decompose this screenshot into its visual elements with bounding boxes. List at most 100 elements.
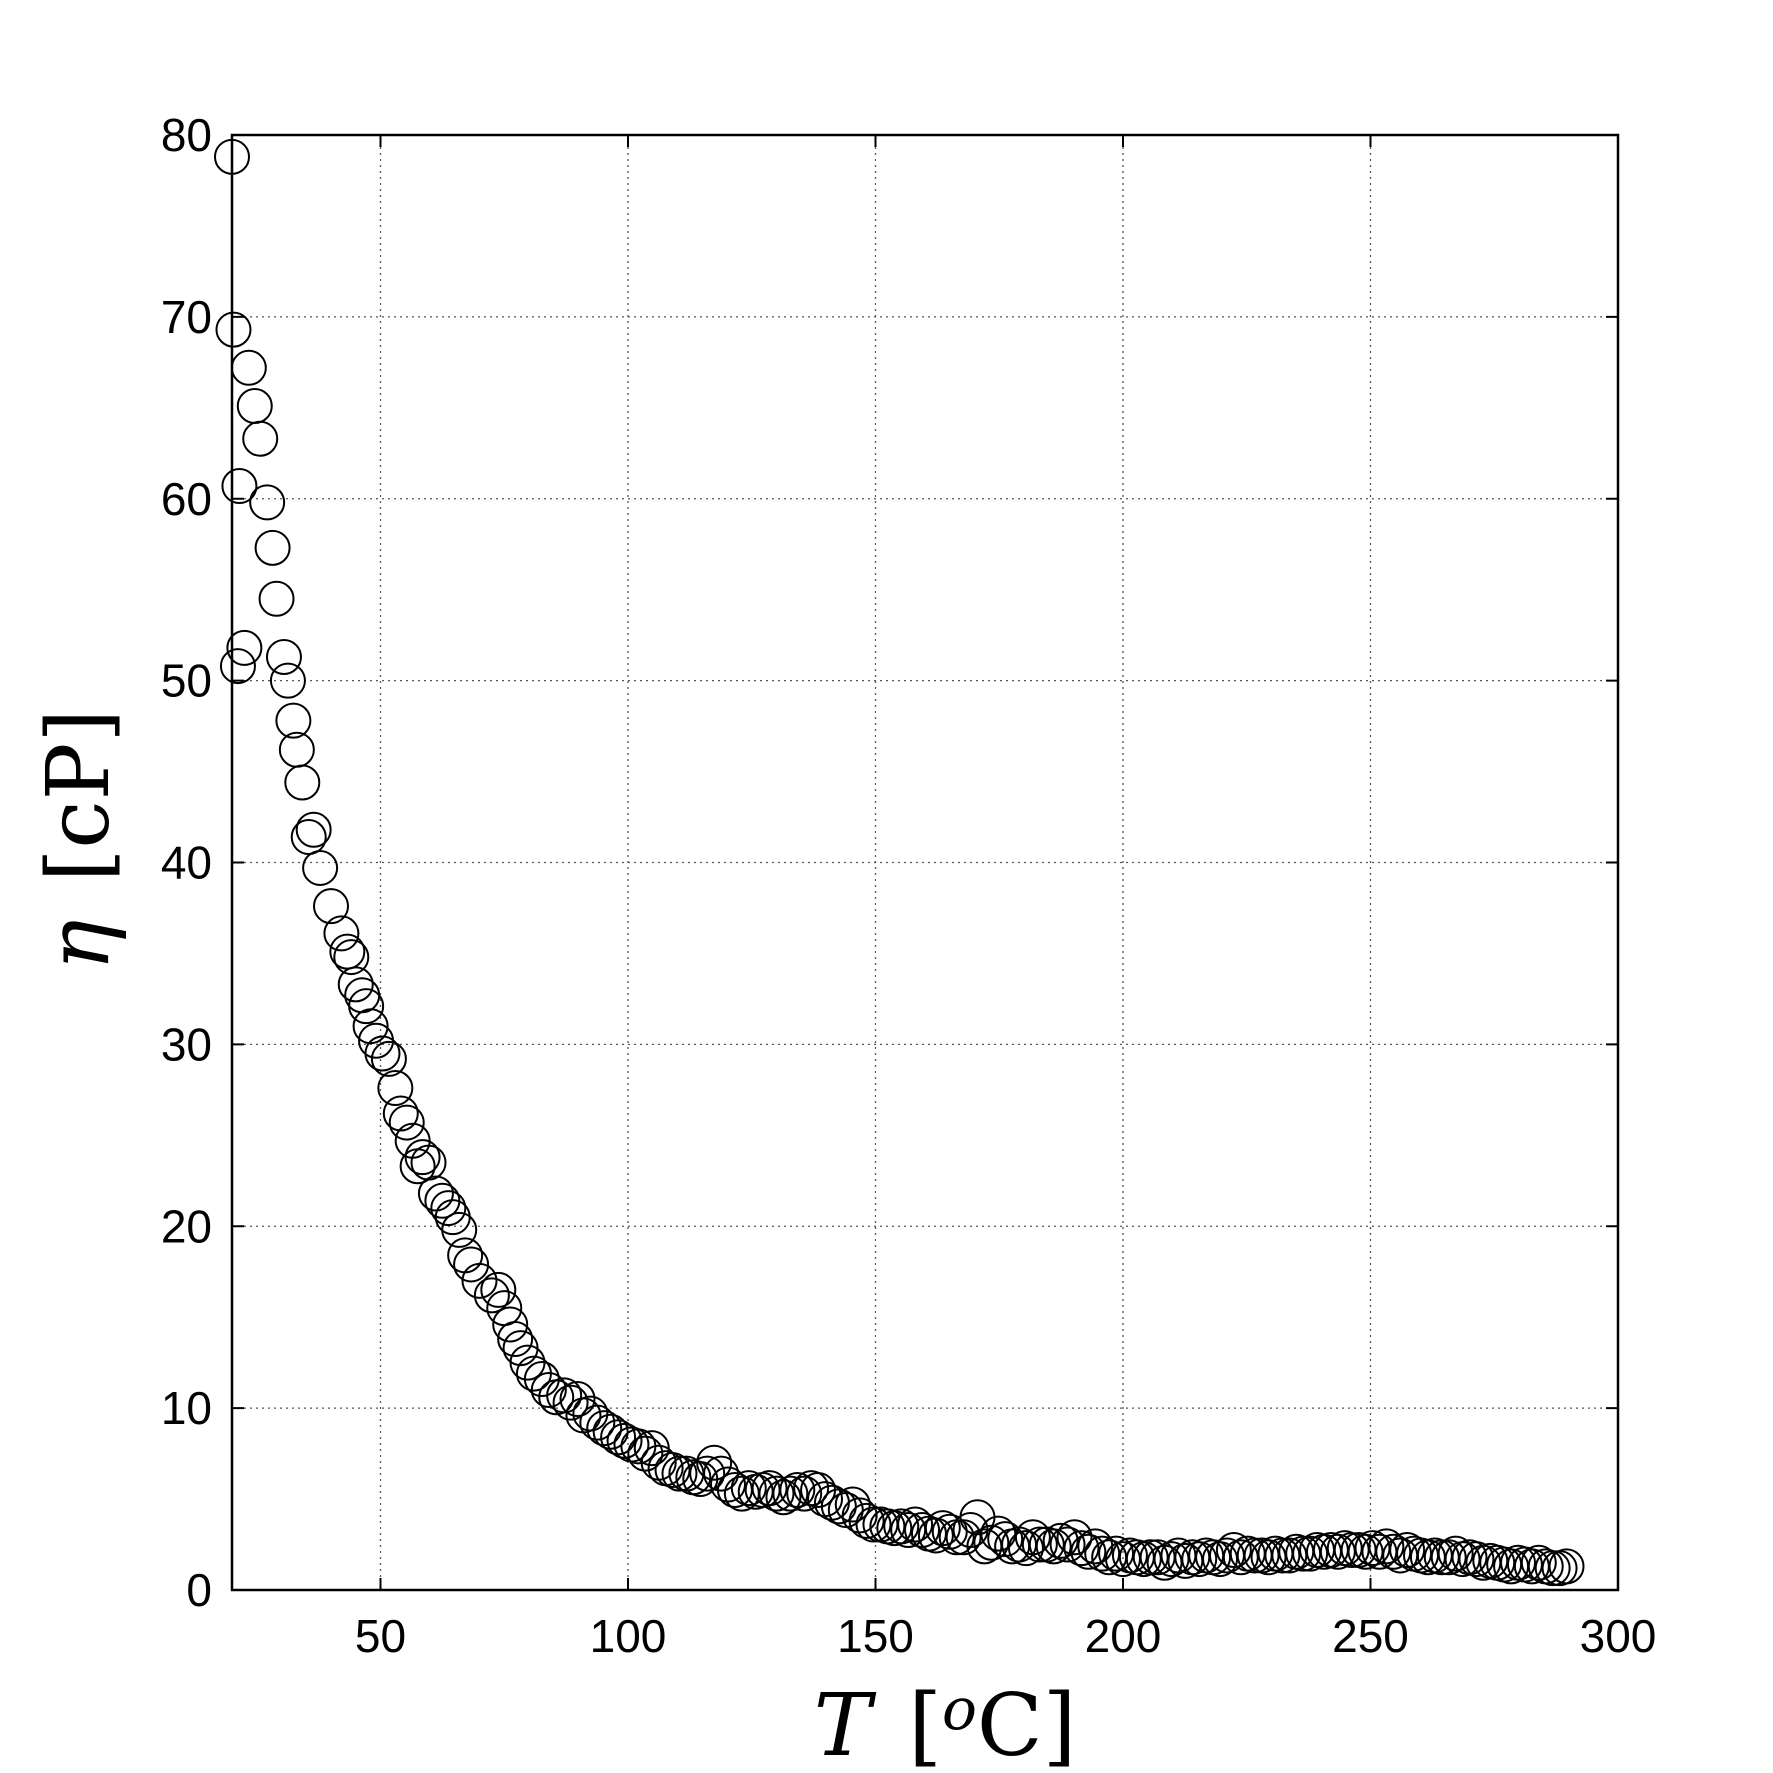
data-point	[453, 1246, 490, 1283]
data-point	[654, 1451, 691, 1488]
x-tick-label: 50	[355, 1610, 406, 1662]
y-tick-label: 10	[161, 1382, 212, 1434]
data-point	[987, 1521, 1024, 1558]
data-point	[258, 580, 295, 617]
x-axis-label: T [oC]	[814, 1675, 1077, 1773]
data-point	[848, 1502, 885, 1539]
y-tick-label: 20	[161, 1200, 212, 1252]
data-point	[348, 988, 385, 1025]
data-point	[295, 811, 332, 848]
y-tick-label: 60	[161, 473, 212, 525]
data-point	[269, 662, 306, 699]
data-point	[302, 849, 339, 886]
data-point	[410, 1144, 447, 1181]
data-point	[530, 1371, 567, 1408]
data-point	[284, 764, 321, 801]
data-point	[855, 1506, 892, 1543]
data-point	[1430, 1539, 1467, 1576]
tick-labels: 50 100 150 200 250 300 0 10 20 30 40 50 60 70 80	[161, 109, 1657, 1662]
x-tick-label: 250	[1332, 1610, 1409, 1662]
y-tick-label: 0	[186, 1564, 212, 1616]
data-point	[242, 420, 279, 457]
data-point	[388, 1104, 425, 1141]
data-point	[337, 966, 374, 1003]
y-tick-label: 40	[161, 837, 212, 889]
data-point	[627, 1435, 664, 1472]
data-point	[1202, 1541, 1239, 1578]
data-point	[1458, 1541, 1495, 1578]
data-point	[492, 1306, 529, 1343]
data-point	[219, 648, 256, 685]
data-point	[333, 939, 370, 976]
data-point	[1368, 1528, 1405, 1565]
data-point	[1098, 1535, 1135, 1572]
data-point	[1132, 1539, 1169, 1576]
data-point	[461, 1262, 498, 1299]
data-point	[820, 1488, 857, 1525]
data-point	[221, 468, 258, 505]
data-point	[417, 1175, 454, 1212]
data-point	[779, 1471, 816, 1508]
data-point	[1215, 1531, 1252, 1568]
data-point	[1548, 1548, 1585, 1585]
data-point	[931, 1513, 968, 1550]
data-point	[1021, 1526, 1058, 1563]
data-point	[364, 1035, 401, 1072]
data-point	[592, 1413, 629, 1450]
data-point	[404, 1139, 441, 1176]
data-point	[370, 1040, 407, 1077]
data-point	[689, 1455, 726, 1492]
data-point	[572, 1395, 609, 1432]
data-point	[758, 1475, 795, 1512]
data-point	[696, 1444, 733, 1481]
data-point	[606, 1422, 643, 1459]
y-axis-unit: cP	[29, 743, 129, 849]
data-point	[497, 1321, 534, 1358]
data-point	[546, 1377, 583, 1414]
data-point	[904, 1511, 941, 1548]
data-point	[709, 1466, 746, 1503]
data-point	[313, 888, 349, 925]
data-point	[559, 1381, 596, 1418]
data-point	[1250, 1539, 1287, 1576]
data-point	[1375, 1533, 1412, 1570]
data-point	[323, 915, 360, 952]
data-point	[1153, 1541, 1190, 1578]
y-tick-label: 70	[161, 291, 212, 343]
y-axis-symbol: η	[29, 919, 129, 971]
plot-frame	[230, 133, 1620, 1592]
data-point	[980, 1515, 1017, 1552]
data-point	[1347, 1533, 1384, 1570]
grid-lines	[232, 135, 1618, 1590]
data-point	[1222, 1539, 1259, 1576]
data-point	[1035, 1528, 1072, 1565]
x-axis-unit-prefix: o	[942, 1675, 977, 1743]
data-point	[1319, 1533, 1356, 1570]
data-point	[441, 1211, 478, 1248]
data-point	[215, 311, 252, 348]
data-point	[1070, 1533, 1107, 1570]
x-tick-label: 200	[1085, 1610, 1162, 1662]
x-axis-symbol: T	[814, 1676, 877, 1773]
data-point	[1389, 1531, 1426, 1568]
x-tick-label: 150	[837, 1610, 914, 1662]
data-point	[1007, 1530, 1044, 1567]
data-point	[1042, 1522, 1079, 1559]
data-point	[1049, 1526, 1086, 1563]
data-point	[661, 1455, 698, 1492]
data-point	[254, 529, 291, 566]
data-point	[275, 702, 312, 739]
data-point	[552, 1384, 589, 1421]
y-tick-label: 30	[161, 1018, 212, 1070]
data-point	[226, 629, 263, 666]
data-point	[377, 1070, 414, 1107]
y-tick-label: 80	[161, 109, 212, 161]
x-tick-label: 100	[590, 1610, 667, 1662]
data-point	[579, 1404, 616, 1441]
data-point	[1292, 1535, 1329, 1572]
data-point	[730, 1470, 767, 1507]
data-point	[473, 1277, 510, 1314]
data-point	[1534, 1550, 1571, 1587]
data-point	[897, 1506, 934, 1543]
